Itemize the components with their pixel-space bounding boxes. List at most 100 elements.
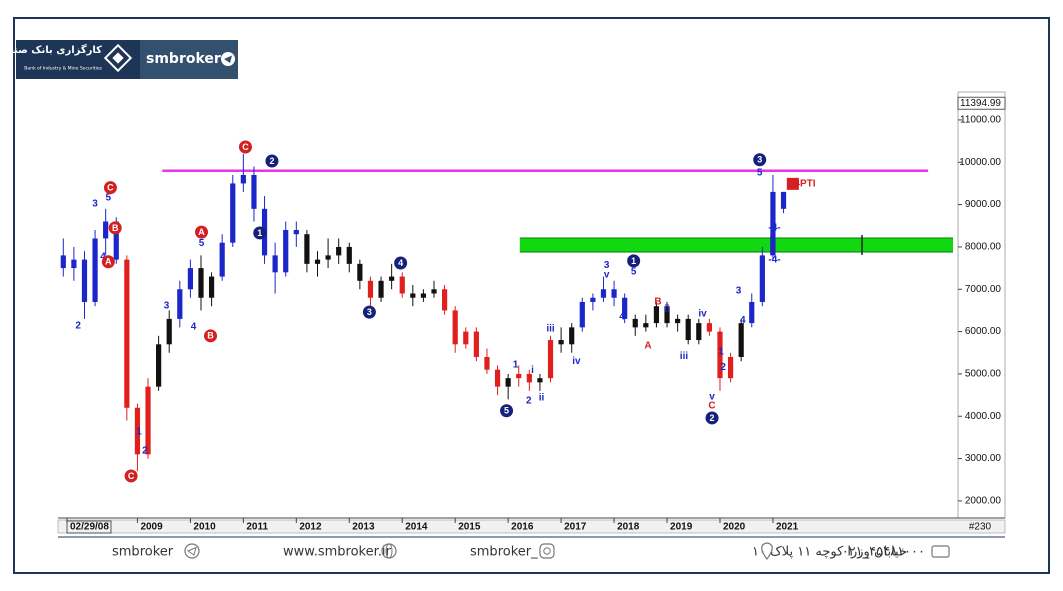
wave-label: 1 [718, 347, 724, 358]
phone-icon [931, 545, 950, 558]
candle-body [145, 386, 151, 455]
wave-label: A [198, 227, 205, 237]
y-tick-label: 6000.00 [965, 326, 1002, 337]
wave-label: -4- [768, 223, 780, 234]
candle-body [484, 356, 490, 370]
x-tick-label: 2014 [405, 522, 428, 533]
wave-badge [627, 254, 641, 268]
x-tick-label: 2009 [140, 522, 163, 533]
candle-body [611, 289, 617, 298]
zone [519, 238, 953, 253]
candle-body [717, 331, 723, 379]
logo-en: Bank of Industry & Mine Securities [24, 66, 102, 72]
wave-badge [705, 411, 719, 425]
wave-label: v [709, 391, 715, 402]
candle-body [431, 289, 437, 294]
candle-body [81, 259, 88, 302]
candle-body [156, 344, 162, 387]
wave-label: 1 [257, 228, 262, 238]
wave-label: iii [546, 324, 555, 335]
footer-phone: ۰۲۱_۴۵۴۸۱۰۰۰ [842, 545, 925, 560]
x-tick-label: 2018 [617, 522, 640, 533]
candle-body [71, 259, 77, 269]
candle-body [770, 191, 776, 256]
candle-body [166, 318, 172, 345]
candle-body [240, 174, 246, 184]
wave-label: C [128, 471, 135, 481]
x-tick-label: 2019 [670, 522, 693, 533]
globe-glyph [385, 543, 393, 559]
x-tick-label: 2015 [458, 522, 481, 533]
brand: smbroker [146, 51, 221, 67]
wave-label: iii [680, 351, 689, 362]
wave-label: 2 [526, 396, 532, 407]
candle-body [441, 289, 448, 311]
wave-label: 4 [619, 311, 625, 322]
wave-label: C [107, 183, 114, 193]
candle-body [516, 373, 522, 379]
telegram-glyph [186, 546, 197, 556]
x-tick-label: 2012 [299, 522, 322, 533]
x-tick-label: 2021 [776, 522, 799, 533]
candle-body [780, 191, 787, 209]
price-axis-panel [957, 91, 1006, 519]
candle-body [622, 297, 628, 319]
wave-label: 5 [199, 238, 205, 249]
x-tick-label: 2011 [246, 522, 268, 533]
wave-label: 3 [736, 286, 742, 297]
wave-label: v [604, 270, 610, 281]
telegram-icon [184, 543, 200, 559]
wave-badge [753, 153, 767, 167]
candle-body [452, 310, 458, 345]
logo-fa: کارگزاری بانک صنعت و معدن [0, 43, 102, 56]
wave-label: 1 [631, 256, 636, 266]
wave-label: 3 [367, 307, 372, 317]
wave-badge [204, 329, 218, 343]
candle-body [749, 301, 755, 324]
target-label: 54PTI [789, 178, 816, 189]
footer-address: خیابان وزرا کوچه ۱۱ پلاک ۱۰ [752, 545, 907, 560]
candle-body [336, 246, 342, 256]
candle-body [537, 378, 543, 383]
y-tick-label: 10000.00 [959, 157, 1001, 168]
wave-label: B [654, 297, 661, 308]
wave-label: iv [698, 308, 707, 319]
wave-label: 4 [740, 315, 746, 326]
wave-label: C [242, 142, 249, 152]
wave-label: A [105, 257, 112, 267]
candle-body [738, 323, 744, 357]
candle-body [399, 276, 405, 294]
wave-badge [108, 221, 122, 235]
candle-body [547, 340, 554, 379]
x-tick-box [66, 520, 112, 534]
candle-body [675, 318, 681, 324]
candle-body [177, 289, 183, 319]
wave-label: 5 [106, 192, 112, 203]
wave-label: C [708, 401, 715, 412]
candle-body [473, 331, 479, 357]
wave-label: ii [664, 304, 670, 315]
candle-body [653, 306, 660, 324]
candle-body [60, 255, 66, 269]
wave-label: 3 [757, 155, 762, 165]
candle-body [494, 369, 501, 387]
candle-body [325, 255, 331, 260]
instagram-glyph [543, 547, 551, 555]
y-tick-label: 5000.00 [965, 369, 1002, 380]
candle-body [134, 407, 141, 455]
candle-body [590, 297, 596, 302]
last-price-box [957, 96, 1006, 110]
candle-body [187, 268, 193, 290]
wave-label: 2 [720, 362, 726, 373]
telegram-glyph [224, 55, 232, 63]
wave-badge [124, 469, 138, 483]
wave-label: 5 [757, 167, 763, 178]
wave-badge [394, 256, 408, 270]
candle-body [505, 378, 511, 387]
candle-body [346, 246, 352, 264]
candle-body [92, 238, 98, 302]
x-tick-label: 02/29/08 [70, 522, 109, 533]
x-tick-label: 2013 [352, 522, 375, 533]
x-axis-band [57, 519, 1006, 534]
candle-body [643, 323, 649, 328]
